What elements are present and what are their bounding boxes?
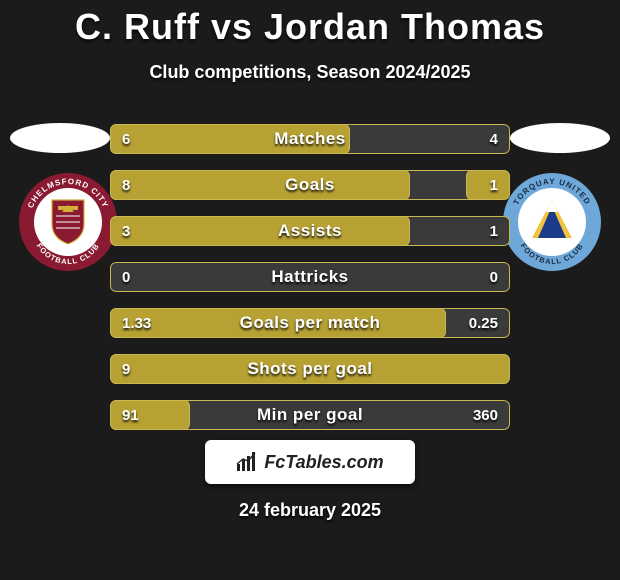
footer-label: FcTables.com	[264, 452, 383, 473]
stat-label: Matches	[110, 124, 510, 154]
stat-row: 31Assists	[110, 216, 510, 246]
stat-row: 9Shots per goal	[110, 354, 510, 384]
footer-date: 24 february 2025	[0, 500, 620, 521]
player-left-oval	[10, 123, 110, 153]
stat-label: Hattricks	[110, 262, 510, 292]
stat-row: 1.330.25Goals per match	[110, 308, 510, 338]
stat-label: Min per goal	[110, 400, 510, 430]
player-right-oval	[510, 123, 610, 153]
page-subtitle: Club competitions, Season 2024/2025	[0, 62, 620, 83]
stat-row: 81Goals	[110, 170, 510, 200]
stat-label: Goals per match	[110, 308, 510, 338]
chart-icon	[236, 452, 258, 472]
stat-row: 00Hattricks	[110, 262, 510, 292]
footer-badge: FcTables.com	[205, 440, 415, 484]
comparison-bars: 64Matches 81Goals 31Assists 00Hattricks 1.33…	[110, 124, 510, 446]
page-title: C. Ruff vs Jordan Thomas	[0, 0, 620, 48]
club-crest-right: TORQUAY UNITED FOOTBALL CLUB	[502, 172, 602, 272]
club-crest-left: CHELMSFORD CITY FOOTBALL CLUB	[18, 172, 118, 272]
stat-row: 91360Min per goal	[110, 400, 510, 430]
stat-row: 64Matches	[110, 124, 510, 154]
stat-label: Goals	[110, 170, 510, 200]
stat-label: Assists	[110, 216, 510, 246]
stat-label: Shots per goal	[110, 354, 510, 384]
